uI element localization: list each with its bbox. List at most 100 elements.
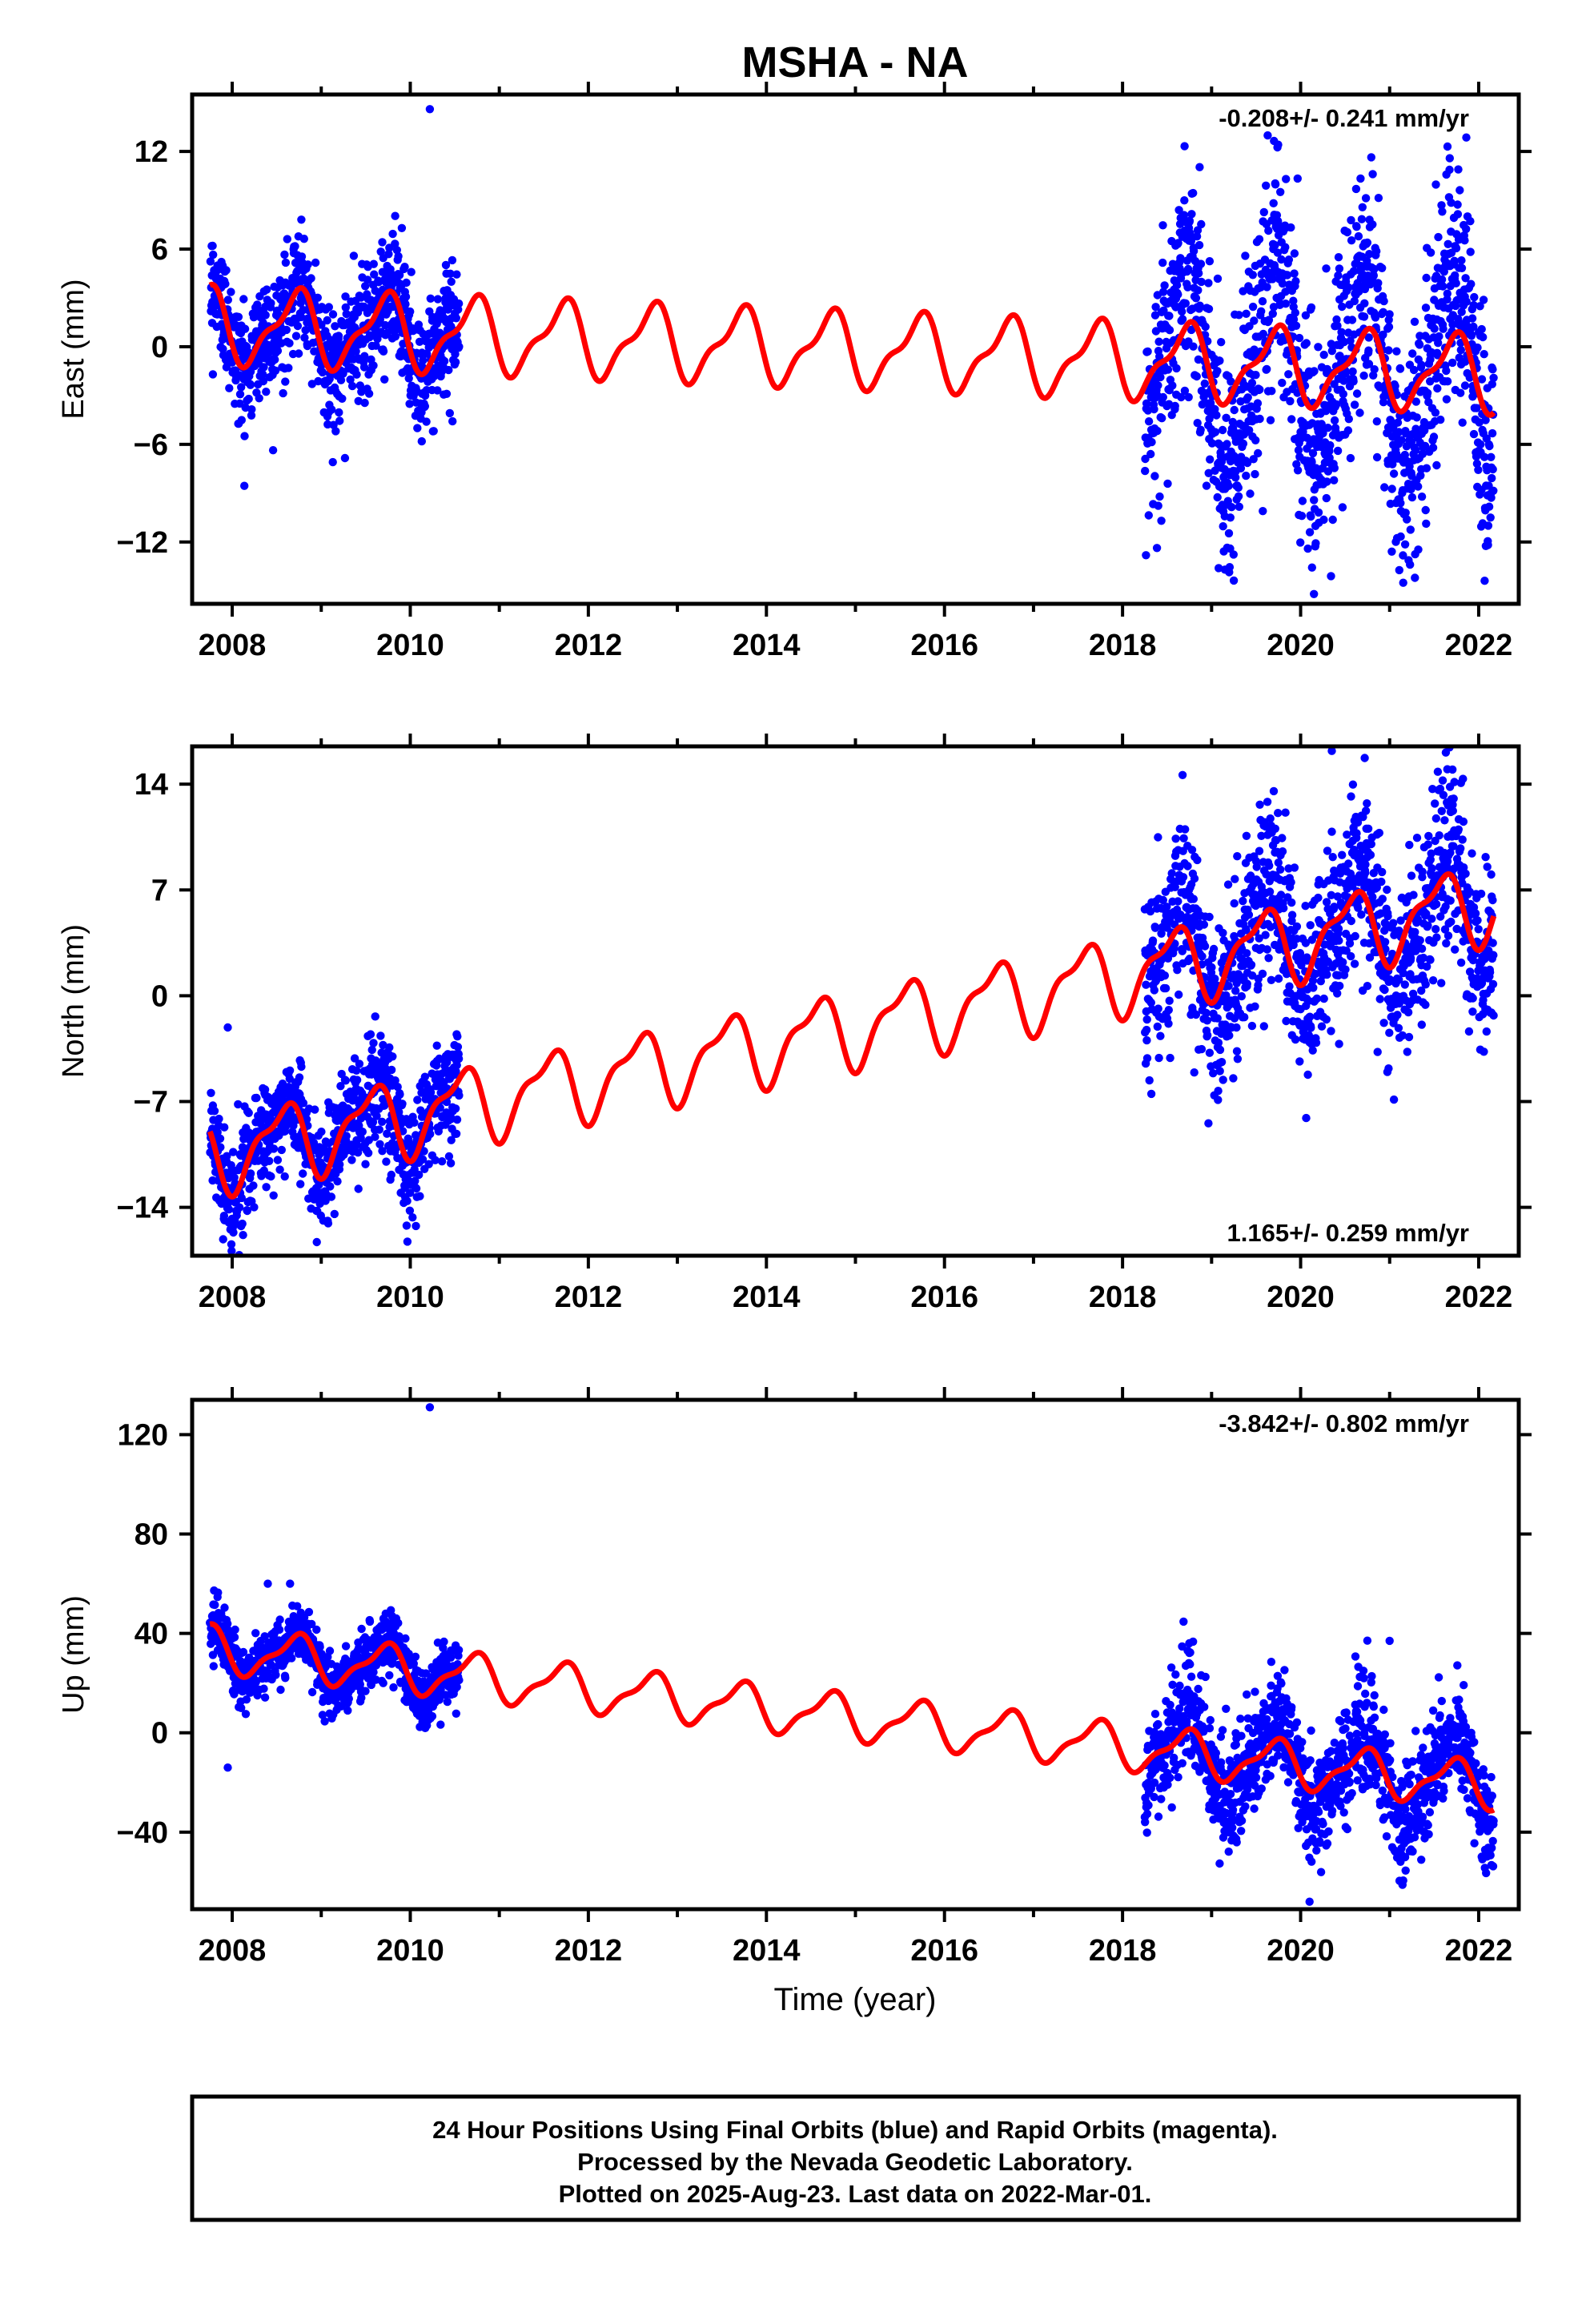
data-point bbox=[311, 258, 320, 267]
data-point bbox=[1274, 974, 1283, 983]
data-point bbox=[1384, 346, 1393, 355]
data-point bbox=[323, 1219, 333, 1228]
data-point bbox=[240, 481, 249, 490]
data-point bbox=[1353, 818, 1363, 827]
data-point bbox=[1193, 855, 1202, 865]
data-point bbox=[416, 1192, 424, 1200]
data-point bbox=[1274, 216, 1283, 226]
data-point bbox=[240, 432, 249, 440]
data-point bbox=[1403, 515, 1411, 524]
data-point bbox=[1268, 275, 1277, 283]
y-tick-label: 14 bbox=[135, 768, 168, 802]
data-point bbox=[452, 1067, 460, 1076]
data-point bbox=[1158, 392, 1168, 402]
data-point bbox=[1197, 1044, 1207, 1054]
data-point bbox=[1202, 1008, 1211, 1018]
data-point bbox=[1293, 174, 1303, 183]
data-point bbox=[1327, 827, 1336, 836]
data-point bbox=[1456, 844, 1465, 853]
data-point bbox=[1290, 269, 1299, 278]
y-tick-label: −12 bbox=[117, 526, 168, 560]
data-point bbox=[338, 394, 347, 403]
data-point bbox=[1349, 377, 1358, 386]
data-point bbox=[1307, 512, 1315, 521]
data-point bbox=[452, 1129, 461, 1139]
data-point bbox=[1174, 290, 1182, 299]
data-point bbox=[1448, 320, 1457, 329]
data-point bbox=[1142, 980, 1150, 989]
data-point bbox=[1283, 271, 1292, 279]
data-point bbox=[402, 1221, 412, 1230]
data-point bbox=[1183, 862, 1192, 870]
data-point bbox=[1323, 846, 1332, 855]
data-point bbox=[391, 332, 400, 341]
data-point bbox=[1314, 893, 1323, 903]
data-point bbox=[1422, 273, 1431, 283]
data-point bbox=[393, 1083, 402, 1092]
data-point bbox=[452, 270, 461, 279]
data-point bbox=[371, 1012, 379, 1021]
data-point bbox=[1483, 862, 1492, 871]
data-point bbox=[1193, 226, 1203, 235]
data-point bbox=[1215, 1045, 1225, 1055]
data-point bbox=[1487, 452, 1496, 461]
data-point bbox=[1420, 441, 1430, 451]
data-point bbox=[235, 1203, 244, 1212]
data-point bbox=[1464, 1027, 1474, 1036]
data-point bbox=[363, 1148, 373, 1158]
data-point bbox=[1411, 927, 1419, 937]
data-point bbox=[1415, 340, 1424, 349]
data-point bbox=[1335, 936, 1343, 945]
data-point bbox=[297, 215, 306, 224]
data-point bbox=[379, 347, 388, 356]
data-point bbox=[1441, 902, 1450, 911]
data-point bbox=[1269, 786, 1279, 796]
data-point bbox=[227, 1240, 236, 1249]
data-point bbox=[1174, 990, 1183, 999]
data-point bbox=[1178, 873, 1188, 882]
data-point bbox=[291, 332, 301, 340]
data-point bbox=[1330, 416, 1339, 425]
data-point bbox=[1378, 263, 1387, 272]
data-point bbox=[1348, 367, 1357, 376]
data-point bbox=[1184, 392, 1193, 402]
data-point bbox=[1479, 296, 1488, 304]
data-point bbox=[307, 1687, 317, 1697]
data-point bbox=[1343, 426, 1353, 435]
data-point bbox=[1456, 345, 1466, 355]
data-point bbox=[1143, 347, 1152, 356]
data-point bbox=[1178, 315, 1187, 324]
data-point bbox=[267, 299, 275, 308]
data-point bbox=[1311, 1038, 1321, 1047]
data-point bbox=[410, 1118, 419, 1128]
data-point bbox=[1459, 817, 1468, 826]
data-point bbox=[1427, 864, 1436, 873]
data-point bbox=[241, 1710, 251, 1719]
data-point bbox=[1239, 439, 1248, 448]
data-point bbox=[333, 1177, 342, 1186]
data-point bbox=[303, 260, 312, 269]
data-point bbox=[1368, 220, 1377, 229]
data-point bbox=[452, 314, 460, 323]
data-point bbox=[1265, 887, 1275, 896]
data-point bbox=[404, 374, 413, 383]
data-point bbox=[1470, 292, 1479, 302]
data-point bbox=[426, 1129, 435, 1139]
data-point bbox=[1337, 328, 1346, 336]
north-rate-label: 1.165+/- 0.259 mm/yr bbox=[1227, 1219, 1469, 1247]
data-point bbox=[426, 1088, 436, 1097]
data-point bbox=[448, 416, 457, 426]
data-point bbox=[1147, 437, 1156, 447]
data-point bbox=[335, 408, 343, 417]
data-point bbox=[1379, 330, 1387, 340]
data-point bbox=[1233, 852, 1242, 861]
data-point bbox=[1291, 277, 1300, 286]
data-point bbox=[1451, 271, 1460, 280]
data-point bbox=[1297, 512, 1307, 521]
data-point bbox=[436, 1104, 444, 1112]
data-point bbox=[1384, 323, 1394, 332]
data-point bbox=[1393, 1011, 1402, 1019]
data-point bbox=[1205, 257, 1215, 266]
data-point bbox=[1411, 397, 1421, 406]
data-point bbox=[379, 1040, 387, 1050]
